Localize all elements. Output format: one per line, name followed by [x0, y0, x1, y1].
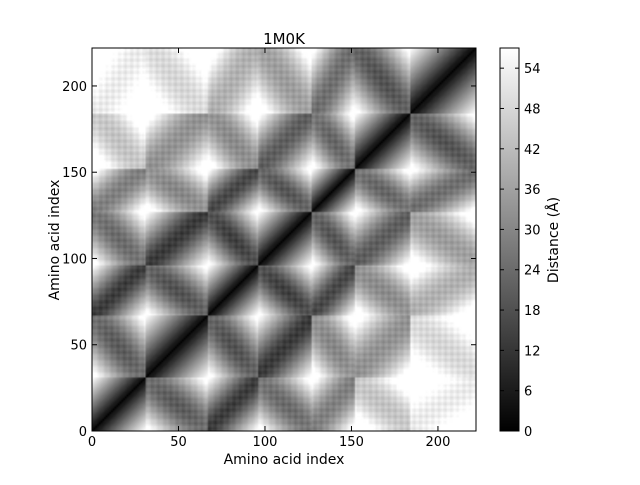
y-tick-label: 50 — [70, 339, 87, 354]
x-tick-label: 150 — [339, 435, 364, 450]
colorbar: 0 6 12 18 24 30 36 42 48 54 Distance (Å) — [499, 47, 562, 440]
y-tick-label: 150 — [62, 166, 87, 181]
colorbar-ticks: 0 6 12 18 24 30 36 42 48 54 — [500, 62, 541, 440]
heatmap-image — [92, 48, 476, 431]
x-tick-label: 50 — [170, 435, 187, 450]
colorbar-tick-label: 6 — [524, 385, 532, 400]
colorbar-tick-label: 0 — [524, 425, 532, 440]
colorbar-gradient — [499, 47, 520, 432]
chart-title: 1M0K — [263, 30, 306, 48]
y-axis-ticks: 0 50 100 150 200 — [62, 80, 476, 440]
x-axis-ticks: 0 50 100 150 200 — [88, 48, 451, 450]
y-tick-label: 200 — [62, 80, 87, 95]
y-axis-label: Amino acid index — [47, 180, 63, 301]
y-tick-label: 100 — [62, 252, 87, 267]
colorbar-tick-label: 12 — [524, 344, 541, 359]
x-tick-label: 200 — [426, 435, 451, 450]
x-tick-label: 100 — [253, 435, 278, 450]
colorbar-tick-label: 36 — [524, 183, 541, 198]
colorbar-tick-label: 48 — [524, 102, 541, 117]
colorbar-tick-label: 42 — [524, 143, 541, 158]
colorbar-tick-label: 30 — [524, 223, 541, 238]
colorbar-label: Distance (Å) — [545, 197, 562, 283]
colorbar-tick-label: 18 — [524, 304, 541, 319]
heatmap-plot — [91, 47, 477, 432]
x-tick-label: 0 — [88, 435, 96, 450]
y-tick-label: 0 — [79, 425, 87, 440]
colorbar-tick-label: 24 — [524, 264, 541, 279]
x-axis-label: Amino acid index — [224, 452, 345, 468]
plot-frame — [91, 47, 477, 432]
colorbar-tick-label: 54 — [524, 62, 541, 77]
